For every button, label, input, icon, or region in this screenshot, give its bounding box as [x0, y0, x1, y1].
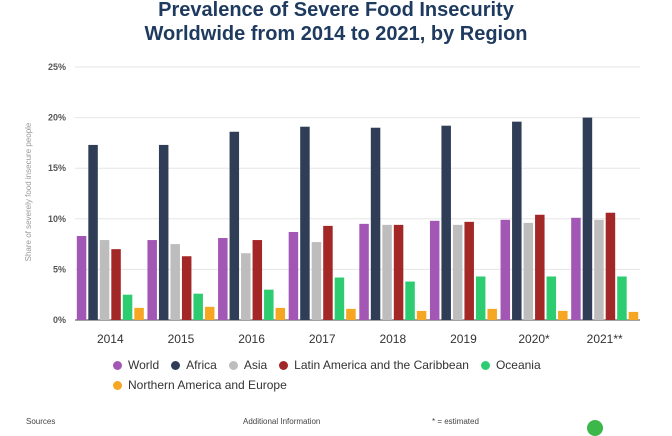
bar-northern-america-and-europe-2018: [416, 310, 427, 320]
y-tick-label: 0%: [53, 315, 66, 325]
x-tick-label: 2017: [309, 332, 336, 346]
bar-oceania-2021: [617, 276, 627, 320]
footer-additional-information[interactable]: Additional Information: [243, 417, 321, 426]
bar-asia-2020: [523, 222, 534, 320]
chart-legend: World Africa Asia Latin America and the Car…: [113, 358, 613, 392]
bar-chart: 0%5%10%15%20%25% 2014 2015 2016 2017 2018 201…: [24, 62, 640, 346]
bar-oceania-2014: [122, 294, 133, 320]
bar-northern-america-and-europe-2020: [558, 310, 568, 320]
bar-asia-2017: [311, 242, 322, 320]
x-axis-ticks: 2014 2015 2016 2017 2018 2019 2020* 2021**: [97, 332, 623, 346]
legend-item: World: [113, 358, 159, 372]
bar-oceania-2019: [475, 276, 486, 320]
bar-northern-america-and-europe-2016: [275, 307, 286, 320]
x-tick-label: 2014: [97, 332, 124, 346]
bar-northern-america-and-europe-2014: [134, 307, 144, 320]
x-tick-label: 2015: [168, 332, 195, 346]
legend-item: Asia: [228, 358, 268, 372]
bar-northern-america-and-europe-2015: [204, 306, 215, 320]
y-tick-label: 25%: [48, 62, 66, 72]
legend-item: Africa: [171, 358, 217, 372]
bar-world-2017: [288, 231, 299, 320]
footer-estimated-note: * = estimated: [432, 417, 479, 426]
x-tick-label: 2016: [238, 332, 265, 346]
legend-swatch: [113, 360, 122, 370]
legend-swatch: [171, 360, 181, 370]
bar-asia-2014: [99, 240, 110, 320]
bar-latin-america-and-the-caribbean-2014: [111, 249, 121, 320]
bar-oceania-2017: [334, 277, 345, 320]
bar-africa-2017: [300, 126, 310, 321]
bar-africa-2015: [158, 144, 169, 320]
bar-northern-america-and-europe-2017: [346, 308, 356, 320]
bar-northern-america-and-europe-2021: [628, 311, 639, 320]
bar-world-2016: [218, 238, 228, 320]
bar-africa-2021: [582, 117, 593, 320]
legend-label: World: [128, 358, 160, 372]
y-axis-ticks: 0% 5% 10% 15% 20% 25%: [48, 62, 66, 325]
legend-item: Latin America and the Caribbean: [279, 358, 469, 372]
x-tick-label: 2020*: [518, 332, 550, 346]
y-tick-label: 15%: [48, 163, 66, 173]
legend-label: Asia: [243, 358, 268, 372]
bar-latin-america-and-the-caribbean-2016: [252, 240, 263, 320]
bar-oceania-2020: [546, 276, 557, 320]
bar-latin-america-and-the-caribbean-2018: [393, 224, 404, 320]
bar-africa-2019: [441, 125, 451, 320]
grid-lines: [75, 66, 640, 321]
bar-world-2020: [500, 219, 511, 320]
bar-northern-america-and-europe-2019: [487, 308, 497, 320]
x-tick-label: 2021**: [587, 332, 623, 346]
y-tick-label: 20%: [48, 113, 66, 123]
bar-africa-2014: [88, 144, 98, 320]
chart-title-line-1: Prevalence of Severe Food Insecurity: [158, 0, 514, 21]
bar-africa-2018: [370, 127, 381, 320]
bar-world-2018: [359, 223, 369, 320]
bar-latin-america-and-the-caribbean-2015: [181, 256, 192, 320]
bar-world-2015: [147, 240, 157, 320]
bar-latin-america-and-the-caribbean-2021: [605, 212, 616, 320]
bar-asia-2015: [170, 244, 180, 320]
y-axis-label: Share of severely food insecure people: [24, 122, 33, 261]
bar-world-2021: [571, 217, 581, 320]
legend-label: Northern America and Europe: [128, 378, 287, 392]
legend-swatch: [228, 360, 238, 370]
bar-asia-2021: [594, 219, 604, 320]
bar-asia-2019: [452, 224, 463, 320]
bar-asia-2018: [382, 224, 392, 320]
bar-world-2014: [76, 236, 87, 320]
bar-oceania-2016: [264, 289, 274, 320]
bar-oceania-2018: [405, 281, 415, 320]
bar-world-2019: [429, 220, 440, 320]
footer-sources[interactable]: Sources: [26, 417, 56, 426]
legend-label: Africa: [186, 358, 217, 372]
y-tick-label: 10%: [48, 214, 66, 224]
bar-asia-2016: [241, 253, 251, 320]
brand-logo-icon: [587, 420, 603, 436]
y-tick-label: 5%: [53, 264, 66, 274]
bars: [76, 117, 639, 321]
legend-swatch: [113, 380, 122, 390]
chart-title-line-2: Worldwide from 2014 to 2021, by Region: [144, 23, 528, 45]
bar-africa-2020: [512, 121, 522, 321]
bar-latin-america-and-the-caribbean-2017: [323, 225, 333, 320]
legend-item: Oceania: [480, 358, 541, 372]
legend-label: Latin America and the Caribbean: [294, 358, 469, 372]
legend-swatch: [480, 360, 490, 370]
bar-africa-2016: [229, 131, 240, 320]
x-tick-label: 2018: [379, 332, 406, 346]
bar-oceania-2015: [193, 293, 203, 320]
legend-label: Oceania: [495, 358, 541, 372]
x-tick-label: 2019: [450, 332, 477, 346]
legend-item: Northern America and Europe: [113, 378, 287, 392]
legend-swatch: [279, 360, 289, 370]
bar-latin-america-and-the-caribbean-2019: [464, 221, 474, 320]
bar-latin-america-and-the-caribbean-2020: [535, 214, 545, 320]
